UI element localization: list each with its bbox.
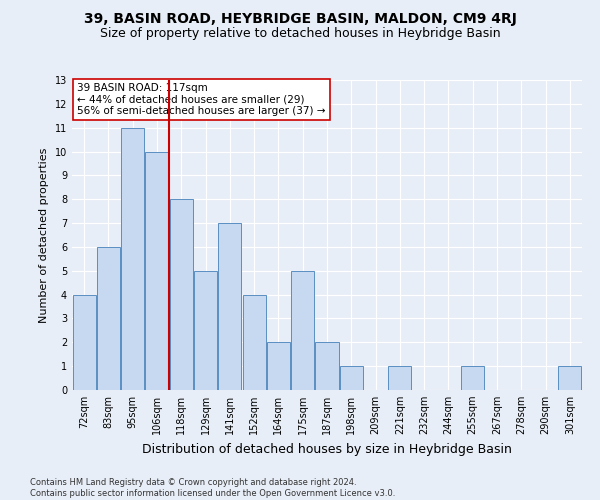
- Bar: [218, 223, 241, 390]
- Bar: [461, 366, 484, 390]
- Bar: [97, 247, 120, 390]
- Text: Size of property relative to detached houses in Heybridge Basin: Size of property relative to detached ho…: [100, 28, 500, 40]
- Bar: [559, 366, 581, 390]
- Bar: [388, 366, 412, 390]
- Bar: [242, 294, 266, 390]
- Bar: [121, 128, 144, 390]
- Bar: [340, 366, 363, 390]
- Y-axis label: Number of detached properties: Number of detached properties: [39, 148, 49, 322]
- Bar: [267, 342, 290, 390]
- Text: Contains HM Land Registry data © Crown copyright and database right 2024.
Contai: Contains HM Land Registry data © Crown c…: [30, 478, 395, 498]
- Text: 39 BASIN ROAD: 117sqm
← 44% of detached houses are smaller (29)
56% of semi-deta: 39 BASIN ROAD: 117sqm ← 44% of detached …: [77, 83, 326, 116]
- Bar: [145, 152, 169, 390]
- Bar: [194, 271, 217, 390]
- Bar: [73, 294, 95, 390]
- Bar: [316, 342, 338, 390]
- Bar: [170, 199, 193, 390]
- Bar: [291, 271, 314, 390]
- Text: 39, BASIN ROAD, HEYBRIDGE BASIN, MALDON, CM9 4RJ: 39, BASIN ROAD, HEYBRIDGE BASIN, MALDON,…: [83, 12, 517, 26]
- X-axis label: Distribution of detached houses by size in Heybridge Basin: Distribution of detached houses by size …: [142, 442, 512, 456]
